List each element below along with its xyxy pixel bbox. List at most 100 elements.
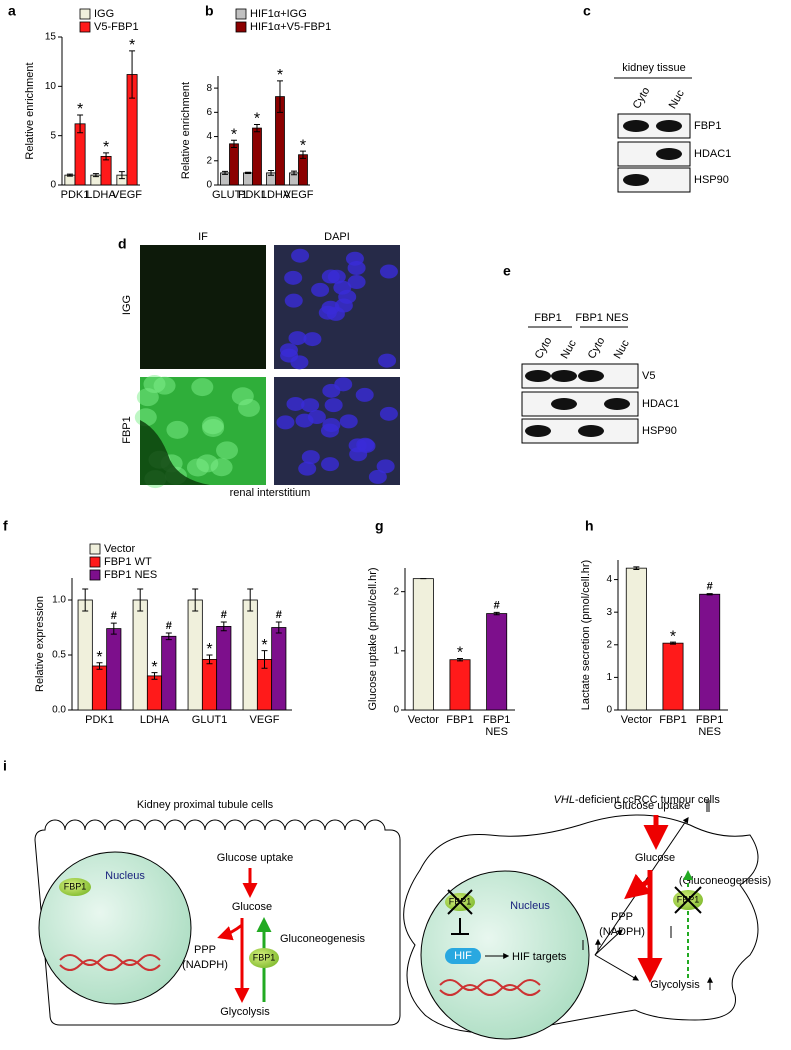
lane-label: Cyto xyxy=(631,85,653,111)
legend-label: HIF1α+IGG xyxy=(250,8,307,20)
error-bar xyxy=(291,170,298,176)
x-tick-label: FBP1 NES xyxy=(482,714,511,738)
error-bar xyxy=(276,80,283,113)
nucleus-stain xyxy=(280,348,299,363)
nucleus-stain xyxy=(288,331,307,346)
error-bar xyxy=(299,150,306,159)
error-bar xyxy=(275,621,282,634)
panel-label: f xyxy=(3,518,8,534)
panel-label: a xyxy=(8,3,16,19)
panel-label: e xyxy=(503,263,511,279)
significance-marker: * xyxy=(151,659,157,676)
blot-band xyxy=(578,425,604,437)
lane-label: Cyto xyxy=(533,335,555,361)
title: -deficient ccRCC tumour cells xyxy=(575,794,720,806)
nucleus-stain xyxy=(378,353,397,368)
error-bar xyxy=(77,114,84,134)
significance-marker: # xyxy=(166,620,172,632)
y-tick-label: 0 xyxy=(606,705,612,716)
label: PPP xyxy=(194,944,216,956)
arrow xyxy=(624,873,652,900)
nucleus-stain xyxy=(339,414,358,429)
dna xyxy=(59,954,161,971)
x-tick-label: FBP1 NES xyxy=(695,714,724,738)
nucleus-stain xyxy=(355,387,374,402)
x-tick-label: PDK1 xyxy=(238,189,267,201)
significance-marker: * xyxy=(77,101,83,118)
cell-outline xyxy=(403,814,759,1034)
nucleus-stain xyxy=(318,305,337,320)
label: Nucleus xyxy=(510,900,550,912)
cell-stain xyxy=(191,378,214,397)
blot-c: c kidney tissue Cyto Nuc xyxy=(583,3,692,111)
cell-stain xyxy=(216,441,239,460)
bar xyxy=(252,127,262,186)
label: Nucleus xyxy=(105,870,145,882)
error-bar xyxy=(96,662,103,670)
y-tick-label: 2 xyxy=(206,155,212,166)
cross xyxy=(674,886,702,914)
y-tick-label: 0 xyxy=(50,180,56,191)
significance-marker: # xyxy=(276,609,282,621)
legend-swatch xyxy=(89,556,101,568)
blot-band xyxy=(551,398,577,410)
label: Gluconeogenesis xyxy=(280,933,366,945)
bar xyxy=(625,567,647,711)
error-bar xyxy=(82,588,89,612)
legend-label: V5-FBP1 xyxy=(94,21,139,33)
lane-label: Nuc xyxy=(559,338,579,361)
nucleus-stain xyxy=(276,415,295,430)
protein xyxy=(59,878,91,896)
legend-swatch xyxy=(79,8,91,20)
nucleus-stain xyxy=(334,377,353,392)
significance-marker: * xyxy=(254,111,260,128)
bar xyxy=(486,613,508,711)
error-bar xyxy=(137,588,144,612)
x-tick-label-box: LDHA xyxy=(261,189,290,201)
legend-label: Vector xyxy=(104,543,136,555)
blot-band xyxy=(604,398,630,410)
nucleus-stain xyxy=(284,270,303,285)
x-tick-label-box: FBP1 NES xyxy=(695,714,724,738)
y-tick-label: 1.0 xyxy=(52,595,66,606)
blot-band xyxy=(623,174,649,186)
legend-label: HIF1α+V5-FBP1 xyxy=(250,21,331,33)
nucleus-stain xyxy=(322,418,341,433)
blot-band xyxy=(656,148,682,160)
y-axis-label: Relative enrichment xyxy=(180,82,192,179)
cell-stain xyxy=(202,418,225,437)
cell-stain xyxy=(143,375,166,394)
x-tick-label-box: VEGF xyxy=(112,189,142,201)
row-label: FBP1 xyxy=(121,416,133,444)
bar xyxy=(161,635,177,711)
nucleus-stain xyxy=(379,406,398,421)
x-tick-label: PDK1 xyxy=(60,189,90,201)
bar xyxy=(77,599,93,711)
up-arrow xyxy=(582,940,598,950)
row-label: HSP90 xyxy=(694,174,729,186)
error-bar xyxy=(192,588,199,612)
y-tick-label: 0 xyxy=(206,180,212,191)
panel-label: i xyxy=(3,758,7,774)
row-label: HDAC1 xyxy=(642,398,679,410)
x-tick-label-box: FBP1 xyxy=(446,714,474,726)
label: PPP xyxy=(611,911,633,923)
label: FBP1 xyxy=(64,881,87,891)
nucleus-stain xyxy=(303,332,322,347)
significance-marker: # xyxy=(111,610,117,622)
nucleus-stain xyxy=(334,298,353,313)
legend-swatch xyxy=(235,21,247,33)
error-bar xyxy=(268,169,275,176)
row-label: HSP90 xyxy=(642,425,677,437)
legend-swatch xyxy=(79,21,91,33)
nucleus-stain xyxy=(347,261,366,276)
arrow xyxy=(217,923,243,941)
error-bar xyxy=(247,588,254,612)
row-label: V5 xyxy=(642,370,655,382)
y-tick-label: 2 xyxy=(393,586,399,597)
error-bar xyxy=(118,171,125,180)
title: VHL xyxy=(554,794,575,806)
x-tick-label-box: GLUT1 xyxy=(212,189,247,201)
significance-marker: # xyxy=(494,599,500,611)
